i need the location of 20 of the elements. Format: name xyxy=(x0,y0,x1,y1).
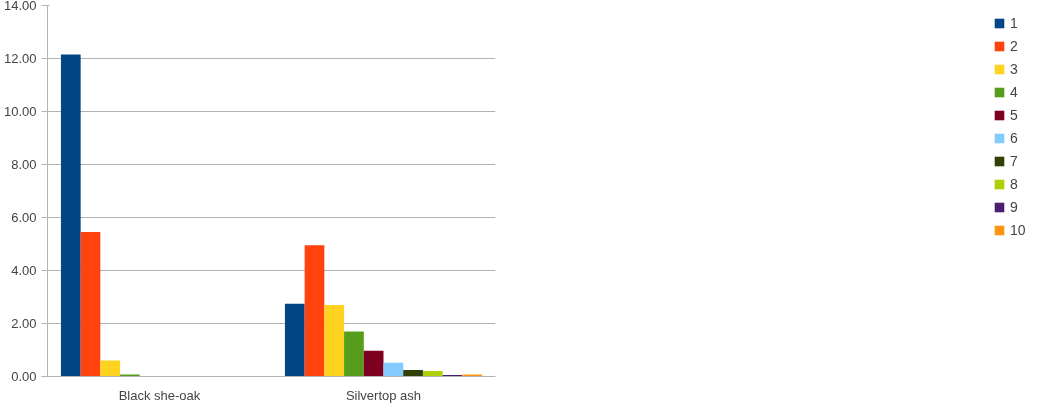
y-tick-label: 4.00 xyxy=(11,263,37,278)
legend-label: 8 xyxy=(1010,176,1019,192)
legend-label: 6 xyxy=(1010,130,1019,146)
legend-label: 10 xyxy=(1010,222,1027,238)
legend-label: 5 xyxy=(1010,107,1019,123)
y-tick-label: 12.00 xyxy=(3,51,37,66)
y-tick-label: 14.00 xyxy=(3,0,37,13)
y-tick-label: 6.00 xyxy=(11,210,37,225)
legend-label: 9 xyxy=(1010,199,1019,215)
y-tick-label: 2.00 xyxy=(11,316,37,331)
y-tick-label: 10.00 xyxy=(3,104,37,119)
legend-label: 3 xyxy=(1010,61,1019,77)
y-tick-label: 8.00 xyxy=(11,157,37,172)
y-tick-label: 0.00 xyxy=(11,369,37,384)
legend-label: 7 xyxy=(1010,153,1019,169)
x-tick-label: Silvertop ash xyxy=(345,387,422,403)
legend-label: 2 xyxy=(1010,38,1019,54)
x-tick-label: Black she-oak xyxy=(118,387,201,403)
legend-label: 4 xyxy=(1010,84,1019,100)
legend-label: 1 xyxy=(1010,15,1019,31)
